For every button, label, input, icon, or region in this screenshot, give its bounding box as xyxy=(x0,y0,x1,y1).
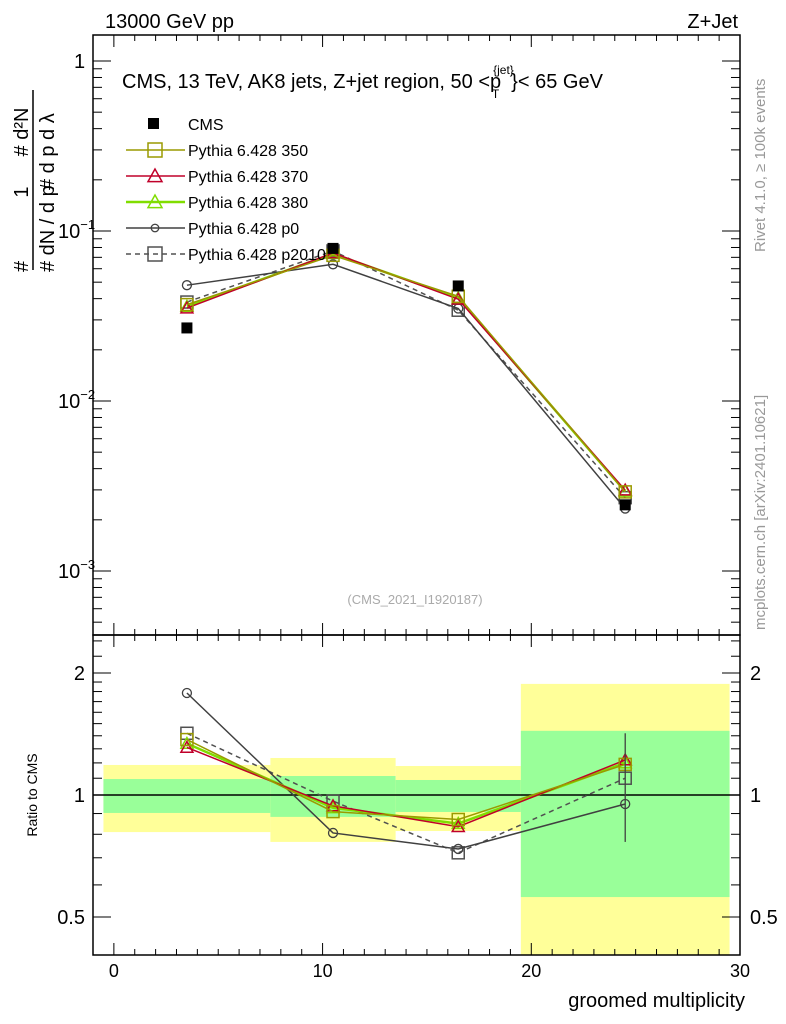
main-series-point xyxy=(327,259,339,270)
legend-label: Pythia 6.428 380 xyxy=(188,195,308,212)
legend-label: Pythia 6.428 370 xyxy=(188,169,308,186)
main-series-line xyxy=(186,254,626,493)
y-tick-label: 1 xyxy=(74,51,85,73)
ylabel-hash: # xyxy=(11,260,33,272)
header-right: Z+Jet xyxy=(687,11,738,33)
ratio-series-point xyxy=(326,804,340,819)
ylabel-left-denominator: # dN / d p xyxy=(37,185,59,272)
main-series-line xyxy=(186,252,626,491)
legend-label: Pythia 6.428 p2010 xyxy=(188,247,326,264)
ratio-series-point xyxy=(179,735,195,750)
mcplots-source-label: mcplots.cern.ch [arXiv:2401.10621] xyxy=(752,395,769,630)
ratio-series-line xyxy=(186,732,626,854)
main-series-point xyxy=(450,291,466,305)
cms-data-point xyxy=(452,280,464,292)
ratio-y-tick-label-left: 2 xyxy=(74,663,85,685)
legend: CMS Pythia 6.428 350 Pythia 6.428 370 Pythi… xyxy=(126,117,326,264)
ratio-series-line xyxy=(186,746,626,828)
main-series-point xyxy=(181,280,193,291)
header-left: 13000 GeV pp xyxy=(105,11,234,33)
x-axis-label: groomed multiplicity xyxy=(568,990,745,1012)
ratio-series-point xyxy=(453,843,464,855)
ratio-band-green xyxy=(103,779,271,813)
legend-marker xyxy=(147,142,163,158)
ratio-series-point xyxy=(451,812,465,827)
ratio-series-point xyxy=(179,739,195,754)
cms-data-point xyxy=(619,499,631,511)
legend-marker-cms xyxy=(148,118,159,129)
y-tick-label: 10−2 xyxy=(58,387,95,413)
ratio-series-line xyxy=(186,692,626,850)
main-series-line xyxy=(186,250,626,499)
ratio-series-line xyxy=(186,738,626,821)
ratio-series-point xyxy=(450,816,466,830)
legend-marker xyxy=(146,167,164,183)
rivet-version-label: Rivet 4.1.0, ≥ 100k events xyxy=(752,79,769,252)
ratio-y-tick-label-left: 0.5 xyxy=(57,907,85,929)
main-series-point xyxy=(179,300,195,314)
ratio-ylabel: Ratio to CMS xyxy=(24,753,40,836)
cms-data-point xyxy=(327,242,339,254)
ratio-series-point xyxy=(180,732,194,747)
y-tick-label: 10−1 xyxy=(58,217,95,243)
ratio-y-tick-label-left: 1 xyxy=(74,785,85,807)
y-tick-label: 10−3 xyxy=(58,557,95,583)
legend-label: Pythia 6.428 p0 xyxy=(188,221,299,238)
ylabel-right-numerator: # d²N xyxy=(11,108,33,157)
ylabel-left-numerator: 1 xyxy=(11,186,33,197)
x-tick-label: 10 xyxy=(313,961,333,981)
ratio-series-point xyxy=(325,800,341,814)
cms-data-point xyxy=(181,322,193,334)
ratio-y-tick-label-right: 0.5 xyxy=(750,907,778,929)
ratio-y-tick-label-right: 1 xyxy=(750,785,761,807)
main-series-point xyxy=(180,297,194,312)
ratio-series-point xyxy=(327,827,339,839)
legend-marker xyxy=(146,193,164,209)
analysis-watermark: (CMS_2021_I1920187) xyxy=(347,592,482,607)
x-tick-label: 0 xyxy=(109,961,119,981)
legend-marker xyxy=(150,223,160,233)
x-tick-label: 30 xyxy=(730,961,750,981)
ratio-y-tick-label-right: 2 xyxy=(750,663,761,685)
plot-title: CMS, 13 TeV, AK8 jets, Z+jet region, 50 … xyxy=(122,63,604,101)
legend-marker xyxy=(147,246,163,262)
main-series-point xyxy=(618,485,632,499)
main-series-line xyxy=(186,263,626,510)
main-series-point xyxy=(617,482,633,496)
legend-label: Pythia 6.428 350 xyxy=(188,143,308,160)
ratio-series-point xyxy=(181,687,193,699)
ratio-band-green xyxy=(395,779,521,812)
ylabel-right-denominator: # d p d λ xyxy=(37,113,59,190)
legend-label: CMS xyxy=(188,117,224,134)
ratio-series-point xyxy=(451,846,465,860)
x-tick-label: 20 xyxy=(521,961,541,981)
y-axis-label: 1 # dN / d p # d²N # d p d λ # xyxy=(11,90,59,272)
